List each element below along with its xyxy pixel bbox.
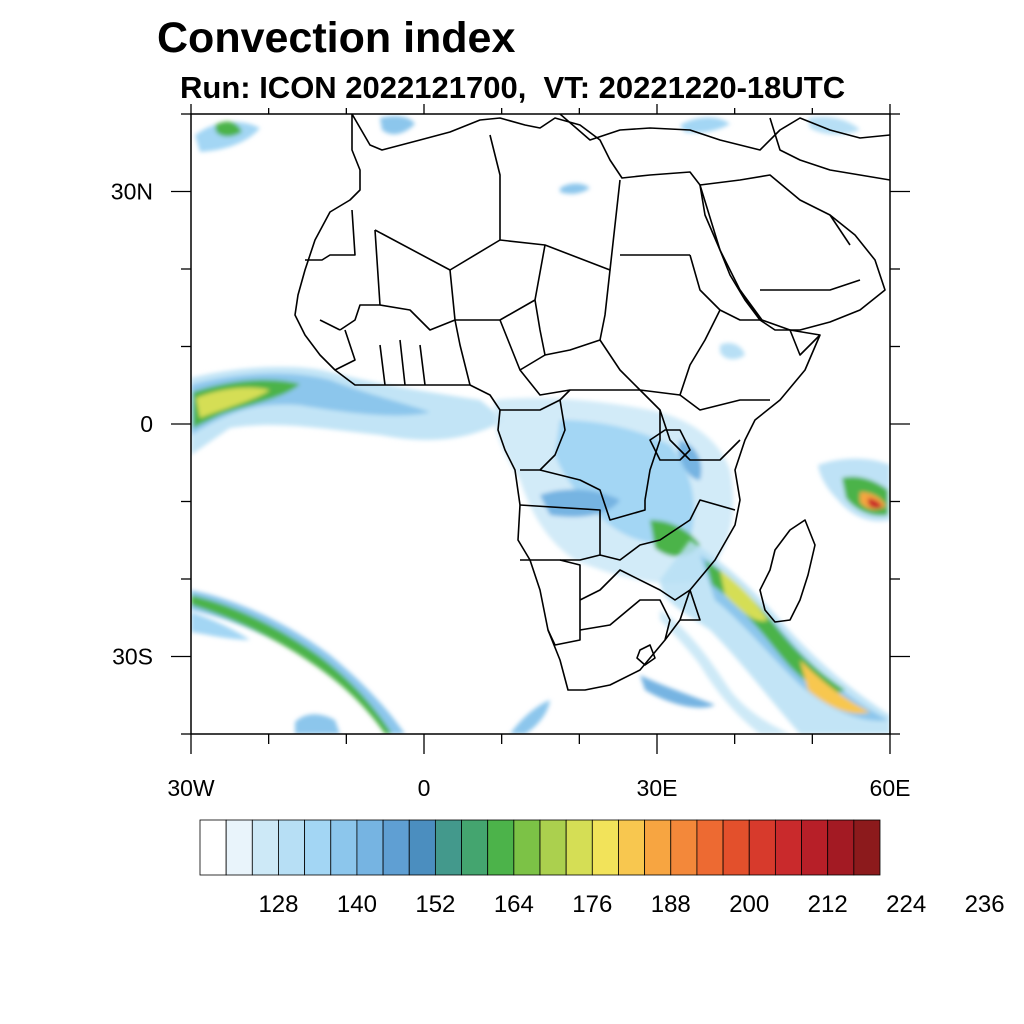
mediterranean-north-shore [559,114,890,151]
colorbar-label: 140 [337,891,377,918]
caspian-gulf [769,117,890,181]
colorbar-label: 212 [808,891,848,918]
colorbar-swatch [827,819,855,876]
colorbar-swatch [225,819,253,876]
colorbar-swatch [461,819,489,876]
colorbar-swatch [278,819,306,876]
colorbar-label: 224 [886,891,926,918]
colorbar-swatch [513,819,541,876]
chart-subtitle: Run: ICON 2022121700, VT: 20221220-18UTC [180,70,846,105]
colorbar-swatch [774,819,802,876]
colorbar-label: 236 [965,891,1005,918]
colorbar-swatch [487,819,515,876]
colorbar-label: 188 [651,891,691,918]
madagascar-outline [759,519,816,623]
x-tick-label: 0 [418,775,431,801]
itcz-atlantic-band [191,366,505,455]
chart-title: Convection index [157,14,516,62]
x-tick-label: 30W [167,775,215,801]
colorbar-swatch [251,819,279,876]
x-tick-label: 60E [870,775,911,801]
colorbar-label: 128 [258,891,298,918]
y-tick-label: 0 [140,411,153,437]
colorbar-swatch [853,819,881,876]
colorbar-swatch [434,819,462,876]
south-atlantic-arc [191,116,860,734]
colorbar [199,819,881,876]
colorbar-swatch [748,819,776,876]
arabia-outline [699,174,886,331]
axis-tick-labels: 30W 0 30E 60E 30N 0 30S [111,179,911,802]
convection-field [191,116,890,734]
colorbar-swatch [722,819,750,876]
colorbar-swatch [408,819,436,876]
colorbar-labels: 128 140 152 164 176 188 200 212 224 236 [258,891,1004,918]
colorbar-label: 152 [415,891,455,918]
y-tick-label: 30N [111,179,153,205]
colorbar-swatch [539,819,567,876]
colorbar-swatch [644,819,672,876]
axis-ticks [171,104,910,754]
colorbar-swatch [356,819,384,876]
mozambique-channel-band [640,540,890,734]
x-tick-label: 30E [637,775,678,801]
colorbar-swatch [565,819,593,876]
colorbar-swatch [591,819,619,876]
colorbar-swatch [618,819,646,876]
colorbar-swatch [382,819,410,876]
colorbar-label: 176 [572,891,612,918]
colorbar-swatch [330,819,358,876]
country-borders [294,114,890,691]
colorbar-label: 200 [729,891,769,918]
colorbar-swatch [670,819,698,876]
indian-ocean-cell [818,458,890,522]
colorbar-swatch [199,819,227,876]
y-tick-label: 30S [112,644,153,670]
colorbar-swatch [801,819,829,876]
colorbar-label: 164 [494,891,534,918]
colorbar-swatch [304,819,332,876]
colorbar-swatch [696,819,724,876]
